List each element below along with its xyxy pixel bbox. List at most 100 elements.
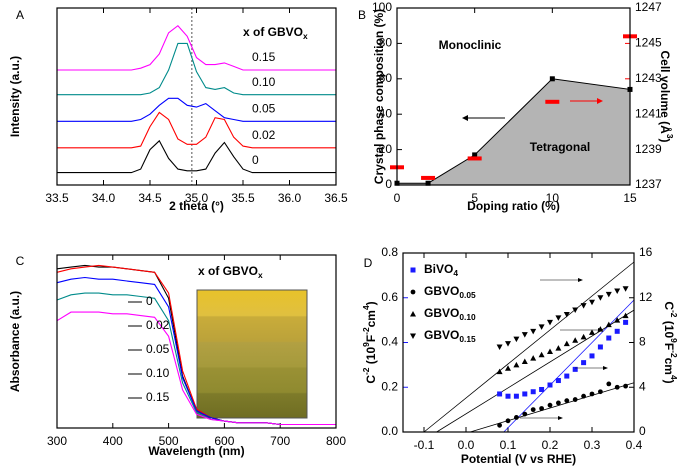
marker	[622, 312, 629, 319]
y-axis-label-part: F	[364, 335, 378, 342]
marker	[622, 286, 629, 292]
y-tick-label: 0.4	[381, 335, 398, 349]
marker	[505, 365, 511, 371]
annotation: Tetragonal	[530, 140, 590, 154]
y-tick-label: 20	[379, 142, 393, 156]
y2-tick-label: 0	[639, 424, 646, 438]
marker	[521, 332, 528, 338]
series-label: 0.02	[146, 318, 170, 332]
y2-axis-label-part: cm	[662, 358, 676, 375]
plot-frame	[402, 252, 635, 433]
y-tick-label: 0.6	[381, 290, 398, 304]
arrowhead	[462, 115, 468, 121]
y-tick-label: 60	[379, 71, 393, 85]
area	[396, 78, 631, 186]
marker	[497, 422, 502, 428]
x-tick-label: 700	[270, 434, 290, 448]
y2-tick-label: 1239	[635, 142, 662, 156]
x-tick-label: 500	[159, 434, 179, 448]
y-axis-label-sup: 4	[361, 305, 371, 310]
y-axis-label-part: (10	[364, 347, 378, 368]
marker	[410, 333, 416, 339]
y2-axis-label-sup: -2	[669, 350, 679, 358]
x-tick-label: 33.5	[45, 191, 69, 205]
marker	[514, 415, 519, 420]
marker	[555, 378, 561, 384]
legend-label-part: GBVO	[424, 284, 459, 298]
marker	[556, 400, 561, 406]
marker	[410, 311, 416, 317]
marker	[581, 393, 586, 399]
fit-line	[423, 261, 635, 433]
y-tick-label: 80	[379, 36, 393, 50]
y2-axis-label-sup: -2	[669, 310, 679, 318]
marker	[623, 319, 629, 325]
legend-title-sub: x	[258, 270, 263, 280]
marker	[605, 291, 612, 298]
marker	[564, 398, 570, 404]
marker	[496, 368, 503, 375]
marker	[555, 345, 562, 351]
y2-tick-label: 1237	[635, 177, 662, 191]
x-tick-label: 36.5	[324, 191, 348, 205]
x-tick-label: 0	[394, 191, 401, 205]
y2-tick-label: 1245	[635, 36, 662, 50]
y2-axis-label-sup: 3	[665, 134, 675, 139]
marker	[472, 152, 478, 158]
y-tick-label: 40	[379, 106, 393, 120]
y2-axis-label-part: C	[662, 301, 676, 310]
marker	[614, 328, 620, 334]
arrowhead	[578, 278, 583, 282]
x-axis-label: Potential (V vs RHE)	[461, 452, 576, 466]
y2-axis-label-part: (10	[662, 317, 676, 338]
series-label: 0	[252, 153, 259, 167]
marker	[530, 328, 537, 335]
panel-label: D	[364, 256, 373, 270]
x-tick-label: 35.0	[185, 191, 209, 205]
marker	[597, 295, 604, 301]
legend-title: x of GBVOx​	[198, 264, 263, 280]
marker	[539, 386, 545, 392]
marker	[598, 389, 603, 395]
x-tick-label: 0.0	[458, 438, 475, 452]
series-label: 0.02	[252, 128, 276, 142]
y-axis-label: Intensity (a.u.)	[8, 56, 22, 137]
marker	[580, 333, 587, 340]
marker	[614, 384, 620, 390]
x-tick-label: 300	[47, 434, 67, 448]
marker	[547, 382, 553, 388]
marker	[581, 360, 587, 366]
line	[57, 111, 336, 149]
marker	[589, 299, 595, 306]
legend-label-sub: 0.10	[459, 312, 476, 322]
arrowhead	[597, 98, 603, 104]
x-tick-label: 0.4	[626, 438, 643, 452]
arrowhead	[558, 416, 563, 420]
x-tick-label: 34.5	[138, 191, 162, 205]
x-tick-label: 800	[326, 434, 346, 448]
legend-label-part: GBVO	[424, 306, 459, 320]
marker	[410, 289, 416, 295]
legend-label: GBVO0.10​	[424, 306, 476, 322]
y-axis-label: C-2​ (109​F-2​cm4​)	[361, 301, 378, 383]
marker	[580, 303, 587, 309]
marker	[606, 335, 612, 341]
marker	[513, 361, 520, 368]
y-tick-label: 0.8	[381, 245, 398, 259]
annotation: Monoclinic	[439, 38, 502, 52]
marker	[522, 391, 528, 397]
marker	[530, 389, 536, 395]
y-tick-label: 100	[372, 0, 392, 14]
panel-label: A	[16, 8, 24, 22]
y-axis-label-sup: -2	[361, 367, 371, 375]
series-label: 0.10	[252, 75, 276, 89]
x-tick-label: 36.0	[278, 191, 302, 205]
legend-label-part: GBVO	[424, 328, 459, 342]
marker	[555, 315, 562, 321]
x-tick-label: 400	[103, 434, 123, 448]
plot-frame	[396, 7, 631, 186]
y2-tick-label: 1247	[635, 0, 662, 14]
y-tick-label: 0	[385, 177, 392, 191]
marker	[597, 344, 603, 350]
